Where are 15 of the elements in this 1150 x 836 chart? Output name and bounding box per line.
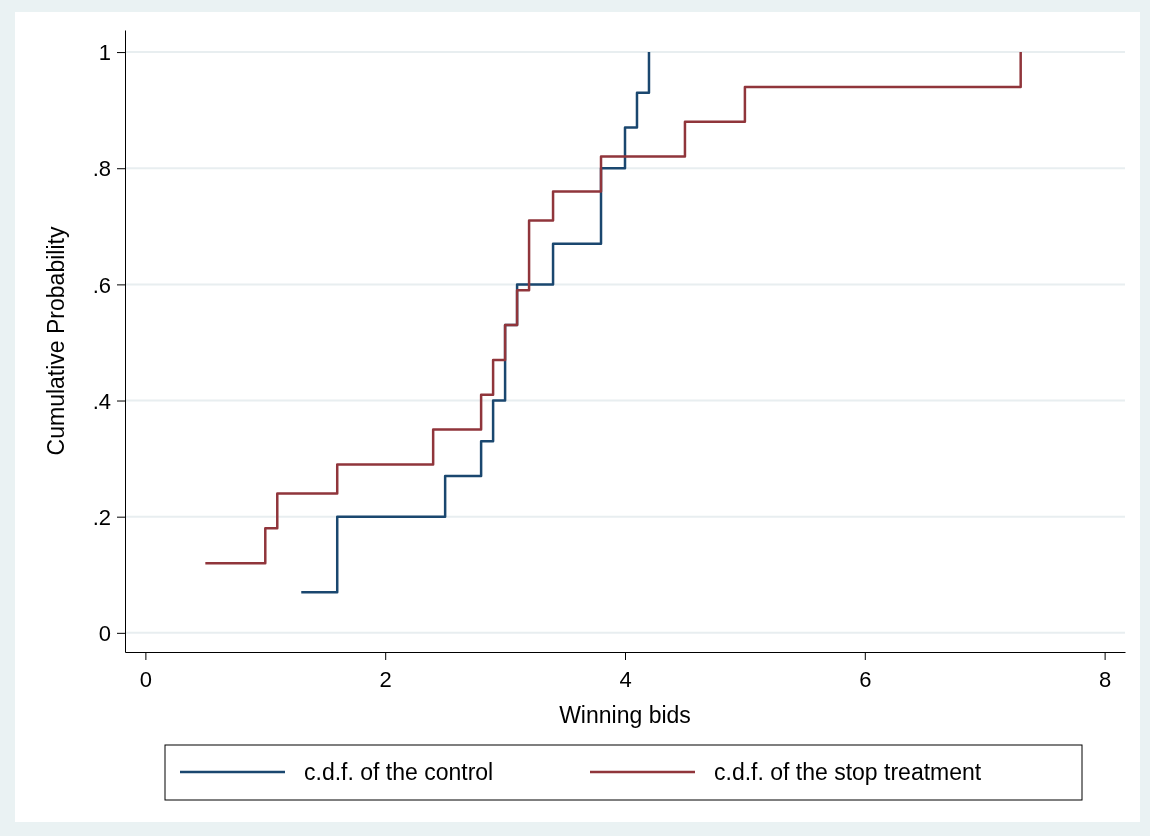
x-axis-title: Winning bids	[559, 702, 691, 728]
y-tick-label: .4	[92, 388, 111, 414]
x-tick-label: 0	[139, 667, 153, 693]
y-tick-label: 0	[98, 621, 111, 647]
x-tick-label: 4	[619, 667, 632, 693]
x-tick-label: 8	[1098, 667, 1112, 693]
legend-label: c.d.f. of the stop treatment	[714, 759, 982, 785]
x-tick-label: 2	[379, 667, 392, 693]
x-tick-label: 6	[859, 667, 872, 693]
y-tick-label: .6	[92, 272, 111, 298]
y-axis-title: Cumulative Probability	[43, 226, 69, 456]
y-tick-label: 1	[98, 40, 111, 66]
y-tick-label: .8	[92, 156, 111, 182]
legend-label: c.d.f. of the control	[304, 759, 494, 785]
y-tick-label: .2	[92, 504, 111, 530]
